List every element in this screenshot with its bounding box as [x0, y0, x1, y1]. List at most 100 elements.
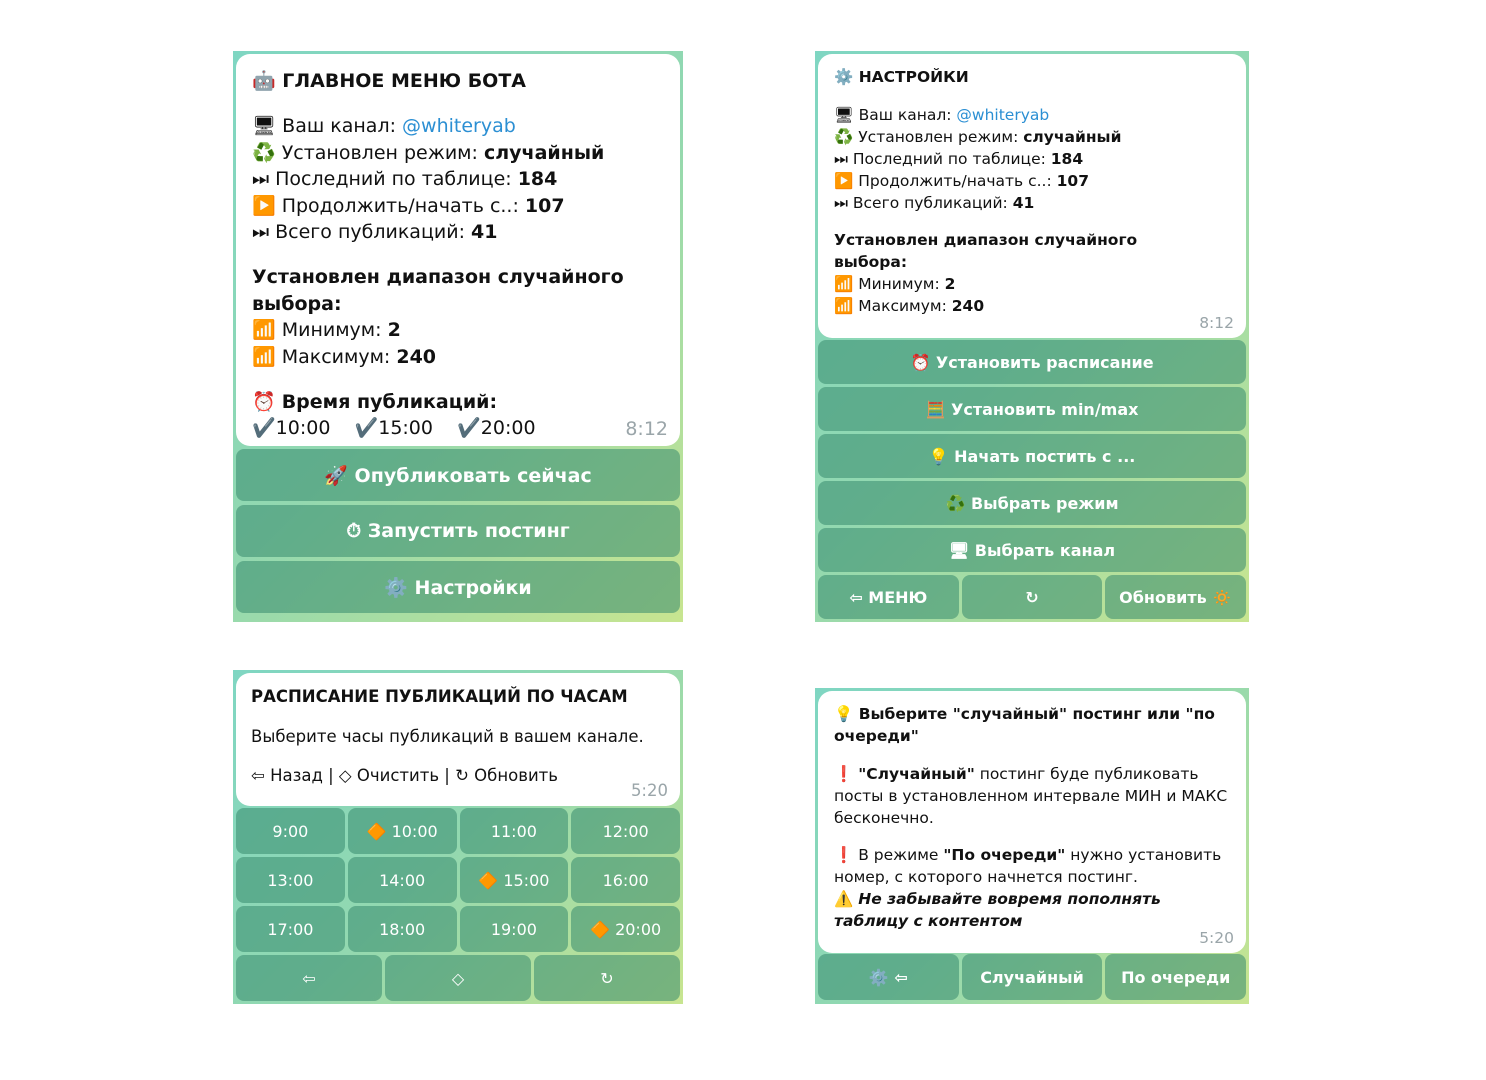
keyboard-button[interactable]: 19:00 — [459, 906, 569, 952]
keyboard-button[interactable]: 🔶 10:00 — [347, 808, 457, 854]
keyboard-row: ⏰ Установить расписание — [818, 340, 1246, 384]
text: ⏭ Всего публикаций: — [252, 221, 472, 244]
channel-link[interactable]: @whiteryab — [402, 115, 516, 138]
text: 📶 Минимум: — [252, 319, 388, 342]
keyboard-row: ⚙️ ⇦ Случайный По очереди — [818, 954, 1247, 1000]
paragraph: ⇦ Назад | ◇ Очистить | ↻ Обновить — [251, 764, 665, 787]
text-line: 🖥 Ваш канал: @whiteryab — [834, 104, 1230, 126]
bold-text: "По очереди" — [943, 846, 1066, 864]
text: 🖥 Ваш канал: — [834, 105, 957, 124]
text: Выберите часы публикаций в вашем канале. — [251, 726, 644, 746]
message-title: ⚙️ НАСТРОЙКИ — [834, 68, 969, 86]
keyboard-button[interactable]: 9:00 — [236, 808, 345, 854]
keyboard: ⏰ Установить расписание 🧮 Установить min/… — [818, 340, 1247, 619]
keyboard-button[interactable]: ↻ — [534, 955, 680, 1001]
text-line: ⏭ Последний по таблице: 184 — [252, 166, 664, 192]
text: 🖥 Ваш канал: — [252, 115, 403, 138]
keyboard-button[interactable]: ◇ — [385, 955, 531, 1001]
keyboard-button[interactable]: 🔶 15:00 — [459, 857, 569, 903]
keyboard-button[interactable]: 17:00 — [236, 906, 345, 952]
bold-text: Установлен диапазон случайного выбора: — [252, 266, 631, 315]
keyboard-button[interactable]: Обновить 🔅 — [1105, 575, 1247, 619]
keyboard-button[interactable]: ⏱ Запустить постинг — [236, 505, 680, 557]
text: 📶 Максимум: — [252, 345, 397, 368]
bold-text: 240 — [396, 345, 437, 368]
text: 📶 Минимум: — [834, 275, 945, 293]
text: ⏭ Всего публикаций: — [834, 193, 1013, 212]
keyboard-row: ⇦ ◇ ↻ — [236, 955, 680, 1001]
text: ⏭ Последний по таблице: — [834, 149, 1051, 168]
paragraph: ❗ В режиме "По очереди" нужно установить… — [834, 844, 1230, 932]
text-line: 📶 Минимум: 2 — [834, 273, 1230, 295]
keyboard-button[interactable]: 🔶 20:00 — [571, 906, 680, 952]
keyboard: ⚙️ ⇦ Случайный По очереди — [818, 954, 1247, 1000]
bold-text: 184 — [517, 168, 558, 191]
message-time: 8:12 — [1199, 314, 1234, 332]
message-time: 5:20 — [630, 781, 668, 800]
keyboard-button[interactable]: Случайный — [961, 954, 1103, 1000]
keyboard-row: 9:00 🔶 10:00 11:00 12:00 — [236, 808, 680, 854]
channel-link[interactable]: @whiteryab — [956, 105, 1050, 124]
keyboard-button[interactable]: ⚙️ Настройки — [236, 561, 680, 613]
keyboard-button[interactable]: ⇦ МЕНЮ — [818, 575, 959, 619]
paragraph: 🖥 Ваш канал: @whiteryab ♻️ Установлен реж… — [834, 104, 1230, 214]
bold-text: 184 — [1050, 149, 1084, 168]
keyboard-button[interactable]: 🚀 Опубликовать сейчас — [236, 449, 680, 501]
text: ⏰ — [252, 391, 282, 414]
keyboard-row: ⏱ Запустить постинг — [236, 505, 680, 557]
message-title: РАСПИСАНИЕ ПУБЛИКАЦИЙ ПО ЧАСАМ — [251, 687, 628, 706]
keyboard-button[interactable]: 11:00 — [459, 808, 569, 854]
keyboard-button[interactable]: ♻️ Выбрать режим — [818, 481, 1246, 525]
chat-panel: 💡 Выберите "случайный" постинг или "по о… — [815, 688, 1249, 1004]
keyboard-button[interactable]: 🧮 Установить min/max — [818, 387, 1246, 431]
keyboard-row: 💡 Начать постить с ... — [818, 434, 1246, 478]
chat-panel: ⚙️ НАСТРОЙКИ 🖥 Ваш канал: @whiteryab ♻️ Ус… — [815, 51, 1249, 622]
text: ✔️10:00 ✔️15:00 ✔️20:00 — [252, 417, 536, 440]
text: постинг буде публиковать посты в установ… — [834, 764, 1233, 827]
keyboard-button[interactable]: ↻ — [961, 575, 1103, 619]
text-line: 📶 Максимум: 240 — [834, 295, 1230, 317]
text-line: ❗ В режиме "По очереди" нужно установить… — [834, 844, 1230, 888]
keyboard-button[interactable]: ⇦ — [236, 955, 382, 1001]
keyboard-row: 🧮 Установить min/max — [818, 387, 1246, 431]
keyboard-button[interactable]: 🖥 Выбрать канал — [818, 528, 1246, 572]
text-line: выбора: — [834, 251, 1230, 273]
keyboard-button[interactable]: 14:00 — [347, 857, 457, 903]
keyboard-button[interactable]: ⚙️ ⇦ — [818, 954, 959, 1000]
chat-panel: 🤖 ГЛАВНОЕ МЕНЮ БОТА 🖥 Ваш канал: @whitery… — [233, 51, 683, 622]
keyboard-row: 17:00 18:00 19:00 🔶 20:00 — [236, 906, 680, 952]
keyboard-row: 🖥 Выбрать канал — [818, 528, 1246, 572]
text-line: 📶 Максимум: 240 — [252, 344, 664, 370]
text-line: Установлен диапазон случайного выбора: — [252, 264, 664, 317]
keyboard-button[interactable]: 18:00 — [347, 906, 457, 952]
text: ♻️ Установлен режим: — [834, 127, 1024, 146]
text-line: ▶️ Продолжить/начать с..: 107 — [834, 170, 1230, 192]
bold-text: Установлен диапазон случайного — [834, 231, 1138, 249]
keyboard-button[interactable]: ⏰ Установить расписание — [818, 340, 1246, 384]
text-line: ♻️ Установлен режим: случайный — [834, 126, 1230, 148]
text-line: 🖥 Ваш канал: @whiteryab — [252, 113, 664, 139]
message-time: 8:12 — [625, 417, 668, 440]
text-line: ❗ "Случайный" постинг буде публиковать п… — [834, 763, 1230, 829]
keyboard-button[interactable]: 16:00 — [571, 857, 680, 903]
keyboard-button[interactable]: По очереди — [1105, 954, 1247, 1000]
paragraph: Установлен диапазон случайного выбора: 📶 … — [252, 264, 664, 370]
keyboard-button[interactable]: 13:00 — [236, 857, 345, 903]
message-bubble: 💡 Выберите "случайный" постинг или "по о… — [818, 691, 1246, 953]
text: ⚠️ — [834, 890, 859, 908]
bold-text: "Случайный" — [858, 764, 975, 783]
paragraph: ❗ "Случайный" постинг буде публиковать п… — [834, 763, 1230, 829]
keyboard-button[interactable]: 12:00 — [571, 808, 680, 854]
keyboard-button[interactable]: 💡 Начать постить с ... — [818, 434, 1246, 478]
message-bubble: ⚙️ НАСТРОЙКИ 🖥 Ваш канал: @whiteryab ♻️ Ус… — [818, 54, 1246, 338]
text: ⇦ Назад | ◇ Очистить | ↻ Обновить — [251, 766, 559, 785]
keyboard-row: 13:00 14:00 🔶 15:00 16:00 — [236, 857, 680, 903]
paragraph: Выберите часы публикаций в вашем канале. — [251, 725, 665, 748]
text-line: ♻️ Установлен режим: случайный — [252, 140, 664, 166]
keyboard: 9:00 🔶 10:00 11:00 12:00 13:00 14:00 🔶 15:00 16… — [236, 808, 680, 1001]
keyboard-row: ♻️ Выбрать режим — [818, 481, 1246, 525]
keyboard-row: ⇦ МЕНЮ ↻ Обновить 🔅 — [818, 575, 1247, 619]
text-line: ⚠️ Не забывайте вовремя пополнять таблиц… — [834, 888, 1230, 932]
paragraph: Установлен диапазон случайного выбора: 📶 М… — [834, 229, 1230, 317]
